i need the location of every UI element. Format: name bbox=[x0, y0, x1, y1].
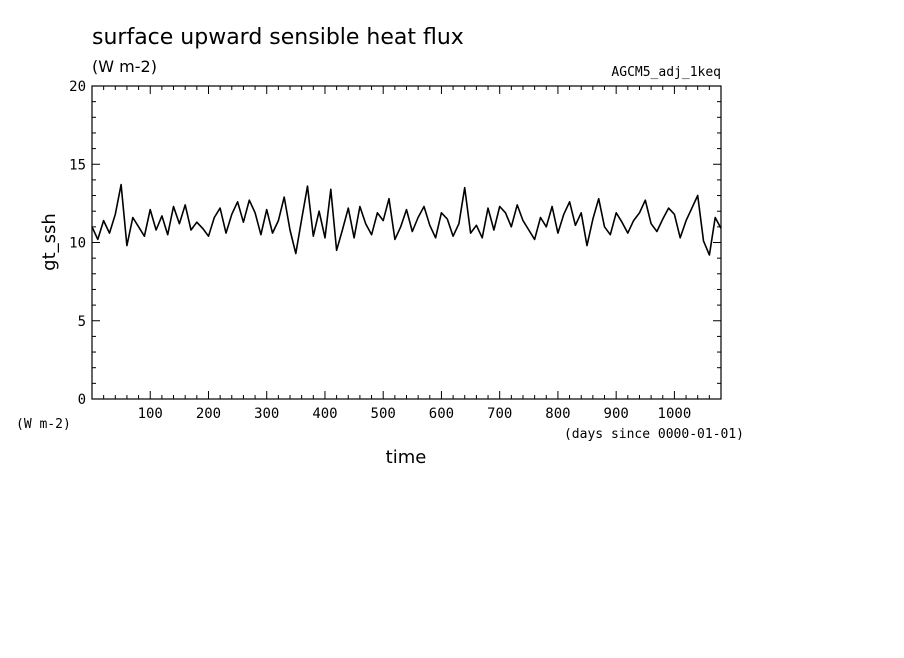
plot-frame bbox=[91, 85, 722, 400]
x-tick-label: 600 bbox=[429, 406, 454, 422]
y-tick-label: 10 bbox=[69, 236, 86, 252]
x-tick-label: 1000 bbox=[658, 406, 692, 422]
x-tick-label: 200 bbox=[196, 406, 221, 422]
x-tick-label: 900 bbox=[604, 406, 629, 422]
chart-title: surface upward sensible heat flux bbox=[92, 25, 464, 50]
chart-subtitle-units: (W m-2) bbox=[92, 57, 157, 76]
x-tick-label: 700 bbox=[487, 406, 512, 422]
x-tick-label: 300 bbox=[254, 406, 279, 422]
plot-area: 100 200 300 400 500 600 700 800 900 1000 0 5 10 15 20 bbox=[69, 79, 722, 422]
run-label: AGCM5_adj_1keq bbox=[611, 65, 721, 80]
series-line bbox=[91, 183, 722, 256]
x-tick-label: 800 bbox=[545, 406, 570, 422]
x-axis-units: (days since 0000-01-01) bbox=[564, 427, 744, 442]
x-tick-label: 100 bbox=[138, 406, 163, 422]
x-tick-label: 400 bbox=[312, 406, 337, 422]
x-axis-title: time bbox=[386, 447, 427, 468]
y-axis-title: gt_ssh bbox=[39, 213, 60, 271]
y-tick-label: 0 bbox=[78, 392, 86, 408]
y-axis-units: (W m-2) bbox=[16, 417, 71, 432]
y-tick-label: 5 bbox=[78, 314, 86, 330]
y-tick-label: 15 bbox=[69, 157, 86, 173]
x-tick-label: 500 bbox=[371, 406, 396, 422]
y-tick-label: 20 bbox=[69, 79, 86, 95]
